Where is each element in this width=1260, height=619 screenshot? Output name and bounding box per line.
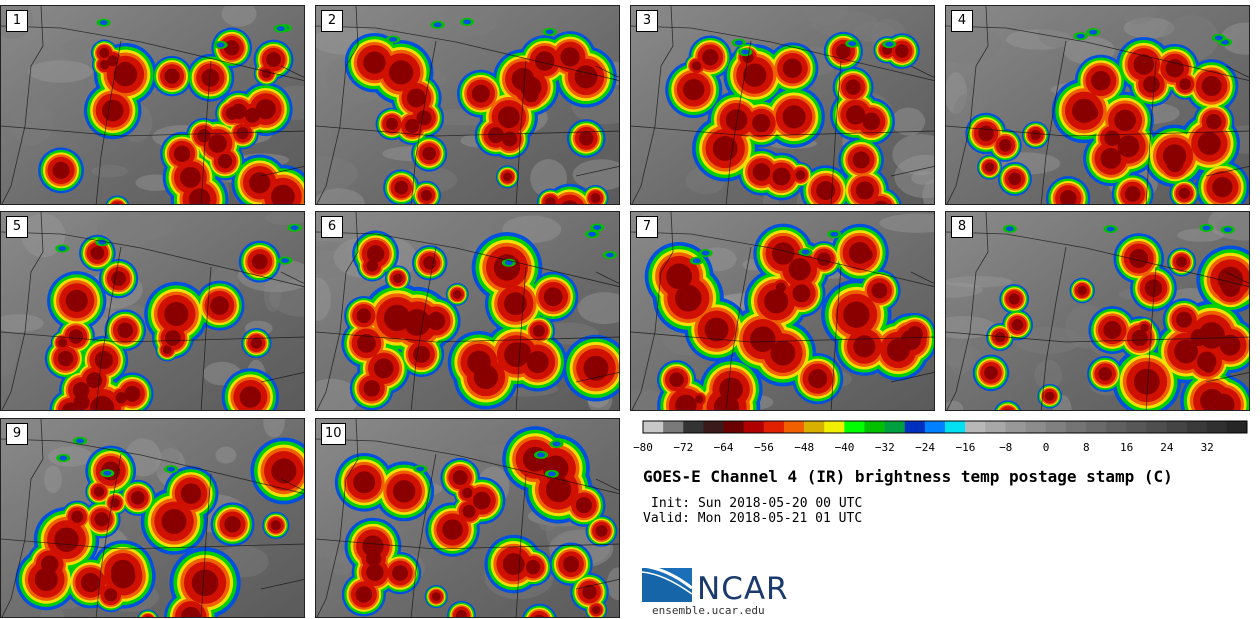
panel-number: 4: [951, 10, 973, 32]
ensemble-member-panel: 1: [0, 5, 305, 205]
colorbar-tick-label: 32: [1200, 441, 1214, 454]
panel-number: 3: [636, 10, 658, 32]
colorbar-segment: [985, 421, 1006, 433]
ir-satellite-map: [946, 6, 1249, 204]
colorbar-segment: [824, 421, 845, 433]
ensemble-member-panel: 8: [945, 211, 1250, 411]
colorbar-segment: [1005, 421, 1026, 433]
valid-time: Valid: Mon 2018-05-21 01 UTC: [643, 511, 863, 526]
colorbar-segment: [1146, 421, 1167, 433]
colorbar-segment: [1065, 421, 1087, 433]
colorbar-segment: [1206, 421, 1228, 433]
colorbar-segment: [723, 421, 744, 433]
colorbar-segment: [663, 421, 684, 433]
panel-number: 2: [321, 10, 343, 32]
panel-number: 5: [6, 216, 28, 238]
ensemble-member-panel: 3: [630, 5, 935, 205]
panel-number: 1: [6, 10, 28, 32]
temperature-colorbar: [642, 420, 1248, 434]
colorbar-tick-label: −24: [915, 441, 936, 454]
ncar-logo-text: NCAR: [697, 571, 789, 607]
colorbar-segment: [844, 421, 865, 433]
init-time: Init: Sun 2018-05-20 00 UTC: [651, 496, 863, 511]
figure-title: GOES-E Channel 4 (IR) brightness temp po…: [643, 467, 1173, 486]
colorbar-segment: [904, 421, 926, 433]
colorbar-tick-label: −40: [834, 441, 855, 454]
ir-satellite-map: [1, 419, 304, 617]
ncar-logo-icon: [642, 564, 693, 602]
colorbar-tick-label: −64: [713, 441, 734, 454]
colorbar-tick-label: −80: [633, 441, 653, 454]
colorbar-tick-label: 16: [1119, 441, 1134, 454]
colorbar-segment: [703, 421, 724, 433]
ir-satellite-map: [1, 6, 304, 204]
panel-number: 6: [321, 216, 343, 238]
panel-number: 9: [6, 423, 28, 445]
colorbar-tick-label: −16: [955, 441, 976, 454]
colorbar-tick-label: −32: [874, 441, 895, 454]
colorbar-segment: [884, 421, 906, 433]
ensemble-member-panel: 7: [630, 211, 935, 411]
colorbar-tick-label: −8: [999, 441, 1013, 454]
panel-number: 7: [636, 216, 658, 238]
ensemble-member-panel: 5: [0, 211, 305, 411]
colorbar-segment: [864, 421, 885, 433]
colorbar-segment: [1226, 421, 1248, 433]
colorbar-segment: [743, 421, 765, 433]
colorbar-segment: [1126, 421, 1147, 433]
colorbar-segment: [965, 421, 986, 433]
colorbar-tick-label: 0: [1042, 441, 1050, 454]
colorbar-segment: [783, 421, 805, 433]
ensemble-member-panel: 10: [315, 418, 620, 618]
ensemble-member-panel: 6: [315, 211, 620, 411]
ensemble-website: ensemble.ucar.edu: [652, 604, 765, 617]
colorbar-segment: [945, 421, 966, 433]
colorbar-segment: [1045, 421, 1067, 433]
panel-number: 8: [951, 216, 973, 238]
colorbar-tick-label: −48: [794, 441, 815, 454]
ir-satellite-map: [631, 212, 934, 410]
colorbar-tick-label: −72: [673, 441, 694, 454]
colorbar-tick-label: 24: [1160, 441, 1174, 454]
colorbar-segment: [1106, 421, 1127, 433]
colorbar-segment: [1025, 421, 1046, 433]
ensemble-member-panel: 2: [315, 5, 620, 205]
colorbar-segment: [1085, 421, 1107, 433]
colorbar-segment: [683, 421, 704, 433]
colorbar-segment: [1166, 421, 1187, 433]
ir-satellite-map: [316, 212, 619, 410]
colorbar-segment: [924, 421, 946, 433]
ensemble-member-panel: 9: [0, 418, 305, 618]
colorbar-segment: [763, 421, 785, 433]
colorbar-tick-label: 8: [1082, 441, 1090, 454]
ir-satellite-map: [946, 212, 1249, 410]
panel-number: 10: [321, 423, 346, 445]
ensemble-member-panel: 4: [945, 5, 1250, 205]
ir-satellite-map: [1, 212, 304, 410]
colorbar-segment: [804, 421, 825, 433]
colorbar-segment: [1186, 421, 1208, 433]
colorbar-segment: [643, 421, 664, 433]
ir-satellite-map: [631, 6, 934, 204]
ir-satellite-map: [316, 6, 619, 204]
ir-satellite-map: [316, 419, 619, 617]
colorbar-tick-label: −56: [753, 441, 774, 454]
